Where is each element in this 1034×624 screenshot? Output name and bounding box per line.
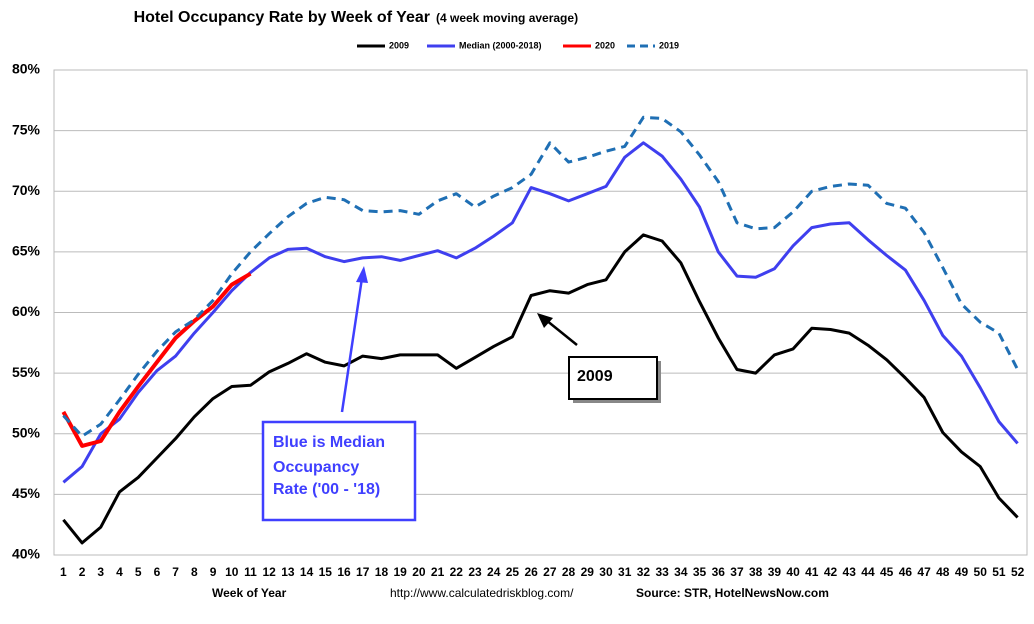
- x-tick-label: 8: [191, 565, 198, 579]
- x-tick-label: 2: [79, 565, 86, 579]
- x-tick-label: 14: [300, 565, 314, 579]
- x-tick-label: 52: [1011, 565, 1025, 579]
- url: http://www.calculatedriskblog.com/: [390, 586, 574, 600]
- x-tick-label: 1: [60, 565, 67, 579]
- x-tick-label: 33: [655, 565, 669, 579]
- series-line: [62, 115, 1019, 438]
- chart-title-note: (4 week moving average): [436, 11, 578, 25]
- x-tick-label: 22: [450, 565, 464, 579]
- x-axis-label: Week of Year: [212, 586, 287, 600]
- x-tick-label: 35: [693, 565, 707, 579]
- source: Source: STR, HotelNewsNow.com: [636, 586, 829, 600]
- x-tick-label: 46: [899, 565, 913, 579]
- annotation-box: [261, 420, 417, 522]
- x-tick-label: 45: [880, 565, 894, 579]
- series-line: [62, 141, 1019, 484]
- arrow: [340, 277, 364, 413]
- annotation-median: Blue is Median Occupancy Rate ('00 - '18…: [261, 266, 417, 522]
- legend-label: 2020: [595, 40, 615, 50]
- y-tick-label: 45%: [12, 485, 41, 501]
- annotation-text: Occupancy: [273, 459, 359, 476]
- x-tick-label: 5: [135, 565, 142, 579]
- x-tick-label: 7: [172, 565, 179, 579]
- x-tick-label: 40: [786, 565, 800, 579]
- x-tick-label: 3: [97, 565, 104, 579]
- x-tick-label: 44: [861, 565, 875, 579]
- x-tick-label: 39: [768, 565, 782, 579]
- x-tick-label: 13: [281, 565, 295, 579]
- x-tick-label: 37: [730, 565, 744, 579]
- annotation-2009: 2009: [537, 313, 661, 403]
- x-tick-label: 9: [210, 565, 217, 579]
- x-tick-label: 4: [116, 565, 123, 579]
- x-tick-label: 24: [487, 565, 501, 579]
- y-tick-label: 80%: [12, 61, 41, 77]
- x-tick-label: 49: [955, 565, 969, 579]
- x-tick-label: 27: [543, 565, 557, 579]
- x-tick-label: 36: [712, 565, 726, 579]
- annotation-text: 2009: [577, 368, 613, 385]
- plot: 40%45%50%55%60%65%70%75%80%1 2 3 4 5 6 7 8 9 10 11…: [12, 61, 1027, 579]
- x-tick-label: 26: [524, 565, 538, 579]
- x-tick-label: 12: [263, 565, 277, 579]
- x-tick-label: 32: [637, 565, 651, 579]
- x-tick-label: 17: [356, 565, 370, 579]
- x-tick-label: 11: [244, 565, 257, 579]
- x-tick-label: 19: [393, 565, 407, 579]
- y-tick-label: 55%: [12, 364, 41, 380]
- x-tick-label: 47: [917, 565, 931, 579]
- legend-label: Median (2000-2018): [459, 40, 542, 50]
- series-line: [61, 271, 252, 448]
- x-tick-label: 28: [562, 565, 576, 579]
- x-tick-label: 42: [824, 565, 838, 579]
- x-tick-label: 41: [805, 565, 819, 579]
- x-tick-label: 48: [936, 565, 950, 579]
- y-tick-label: 75%: [12, 121, 41, 137]
- y-tick-label: 60%: [12, 303, 41, 319]
- x-tick-label: 16: [337, 565, 351, 579]
- x-tick-label: 10: [225, 565, 239, 579]
- x-tick-label: 30: [599, 565, 613, 579]
- y-tick-label: 70%: [12, 182, 41, 198]
- x-tick-label: 29: [581, 565, 595, 579]
- arrow-head: [537, 313, 553, 328]
- y-tick-label: 65%: [12, 243, 41, 259]
- series-line: [62, 233, 1019, 545]
- x-tick-label: 50: [974, 565, 988, 579]
- arrow: [545, 319, 578, 346]
- chart-title: Hotel Occupancy Rate by Week of Year: [134, 9, 430, 26]
- y-tick-label: 50%: [12, 424, 41, 440]
- x-tick-label: 21: [431, 565, 445, 579]
- annotation-text: Rate ('00 - '18): [273, 481, 380, 498]
- arrow-head: [356, 266, 368, 283]
- x-tick-label: 31: [618, 565, 632, 579]
- legend-label: 2019: [659, 40, 679, 50]
- legend-label: 2009: [389, 40, 409, 50]
- annotation-text: Blue is Median: [273, 434, 385, 451]
- x-tick-label: 23: [468, 565, 482, 579]
- x-tick-label: 20: [412, 565, 426, 579]
- x-tick-label: 18: [375, 565, 389, 579]
- y-tick-label: 40%: [12, 546, 41, 562]
- x-tick-label: 38: [749, 565, 763, 579]
- annotation-box: [568, 356, 658, 400]
- x-tick-label: 15: [319, 565, 333, 579]
- x-tick-label: 43: [843, 565, 857, 579]
- x-tick-label: 34: [674, 565, 688, 579]
- x-tick-label: 51: [992, 565, 1006, 579]
- x-tick-label: 6: [154, 565, 161, 579]
- x-tick-label: 25: [506, 565, 520, 579]
